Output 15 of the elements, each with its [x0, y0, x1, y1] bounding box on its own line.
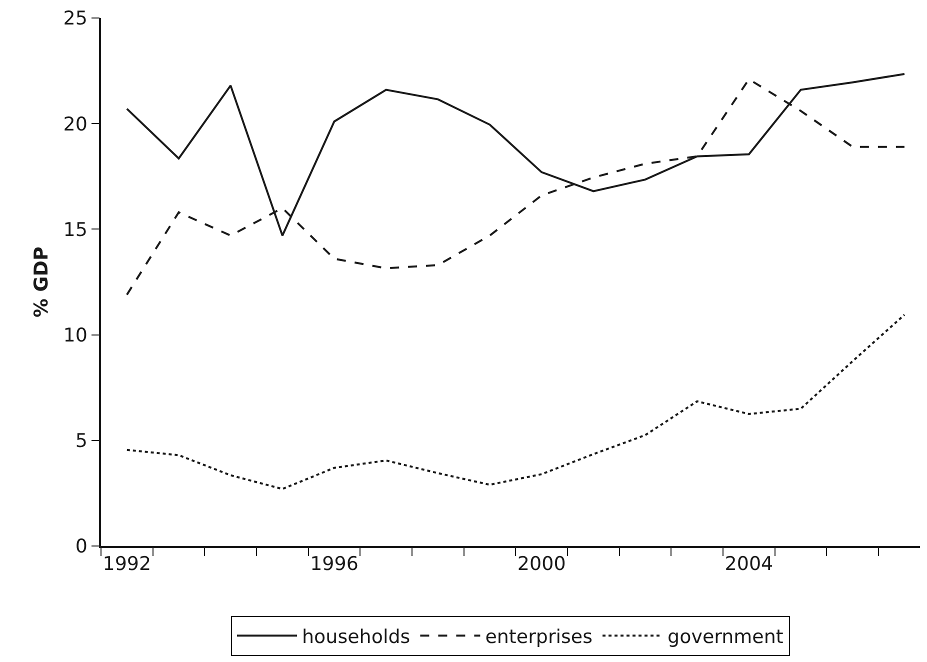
y-tick-label: 5 [75, 430, 88, 452]
y-tick-label: 10 [63, 324, 88, 346]
y-tick-label: 15 [63, 218, 88, 241]
x-tick-label: 2000 [517, 553, 566, 575]
legend-label: households [302, 626, 410, 648]
y-axis-title: % GDP [30, 246, 53, 318]
y-tick-label: 20 [63, 113, 88, 136]
x-tick-label: 1992 [102, 553, 152, 575]
legend-label: government [668, 626, 784, 648]
line-series [126, 314, 906, 490]
y-tick-label: 25 [63, 8, 88, 30]
legend-label: enterprises [485, 626, 593, 648]
x-tick-label: 1996 [310, 553, 358, 575]
y-tick-label: 0 [75, 536, 88, 558]
x-tick-label: 2004 [724, 553, 774, 575]
